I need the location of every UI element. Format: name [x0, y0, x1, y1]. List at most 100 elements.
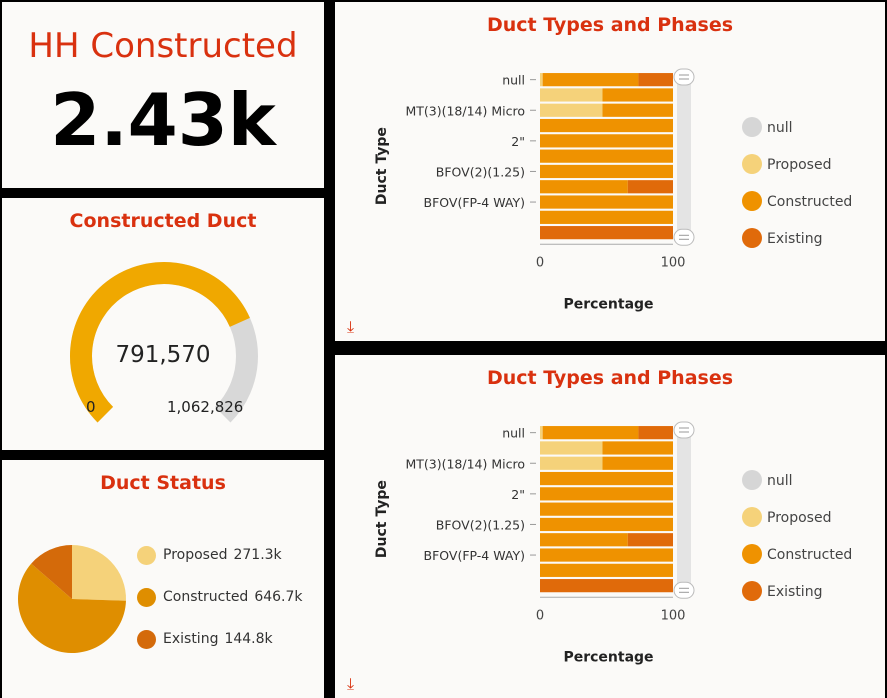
legend-swatch[interactable]: [742, 470, 762, 490]
duct-types-panel: Duct Types and Phases null MT(3)(18/14) M…: [335, 2, 885, 341]
bar-segment-proposed[interactable]: [540, 73, 543, 87]
x-tick-label: 0: [536, 255, 544, 270]
gauge-fill: [70, 262, 250, 423]
gauge-chart: [70, 262, 258, 423]
bar-segment-constructed[interactable]: [540, 548, 673, 562]
legend-label[interactable]: Constructed: [767, 547, 852, 563]
bar-segment-constructed[interactable]: [542, 73, 639, 87]
bar-segment-constructed[interactable]: [602, 88, 673, 102]
category-tick-label: null: [502, 73, 525, 88]
legend-label[interactable]: null: [767, 473, 793, 489]
bar-segment-constructed[interactable]: [540, 533, 628, 547]
y-axis-title: Duct Type: [374, 127, 390, 205]
bar-segment-constructed[interactable]: [542, 426, 639, 440]
download-icon[interactable]: ⤓: [347, 317, 355, 336]
category-tick-label: MT(3)(18/14) Micro: [405, 456, 525, 471]
bar-segment-existing[interactable]: [638, 426, 673, 440]
pie-slice-existing[interactable]: [31, 545, 73, 599]
x-tick-label: 100: [661, 608, 686, 623]
bar-segment-constructed[interactable]: [602, 103, 673, 117]
bar-segment-existing[interactable]: [627, 533, 673, 547]
bar-segment-constructed[interactable]: [540, 164, 673, 179]
legend-swatch: [137, 629, 156, 649]
legend-swatch[interactable]: [742, 154, 762, 174]
legend-label[interactable]: null: [767, 120, 793, 136]
duct-types-title: Duct Types and Phases: [486, 367, 734, 389]
legend-item-constructed[interactable]: Constructed 646.7k: [137, 587, 303, 607]
gauge-panel: Constructed Duct 791,570 0 1,062,826: [2, 198, 324, 450]
legend-value: 144.8k: [224, 631, 273, 647]
bar-segment-constructed[interactable]: [602, 456, 673, 470]
scrollbar-handle[interactable]: [673, 581, 695, 599]
bar-segment-constructed[interactable]: [540, 195, 673, 209]
legend-item-proposed[interactable]: Proposed 271.3k: [137, 545, 282, 565]
pie-slice-constructed[interactable]: [17, 563, 126, 653]
category-tick-label: BFOV(FP-4 WAY): [424, 195, 525, 210]
kpi-panel: HH Constructed 2.43k: [2, 2, 324, 188]
bar-segment-constructed[interactable]: [540, 517, 673, 532]
bar-segment-proposed[interactable]: [540, 103, 603, 117]
bar-segment-existing[interactable]: [540, 579, 673, 593]
scrollbar-handle[interactable]: [673, 421, 695, 439]
legend-swatch[interactable]: [742, 191, 762, 211]
bar-segment-proposed[interactable]: [540, 441, 603, 455]
bar-segment-constructed[interactable]: [540, 118, 673, 133]
bar-segment-constructed[interactable]: [540, 502, 673, 516]
bar-segment-constructed[interactable]: [540, 134, 673, 148]
legend-swatch: [137, 545, 156, 565]
scrollbar-track[interactable]: [677, 422, 691, 597]
duct-types-chart: null MT(3)(18/14) Micro 2" BFOV(2)(1.25) BFO…: [374, 421, 852, 665]
legend-label: Proposed: [163, 547, 228, 563]
legend-swatch[interactable]: [742, 544, 762, 564]
bar-segment-proposed[interactable]: [540, 456, 603, 470]
gauge-max-label: 1,062,826: [167, 398, 244, 416]
legend-swatch[interactable]: [742, 507, 762, 527]
x-axis-title: Percentage: [563, 649, 653, 665]
legend-label[interactable]: Proposed: [767, 510, 831, 526]
status-pie-chart: [17, 545, 126, 653]
scrollbar-handle[interactable]: [673, 228, 695, 246]
bar-segment-constructed[interactable]: [540, 180, 628, 194]
bar-segment-constructed[interactable]: [540, 471, 673, 486]
x-axis-title: Percentage: [563, 296, 653, 312]
bar-segment-constructed[interactable]: [540, 487, 673, 501]
category-tick-label: BFOV(2)(1.25): [436, 164, 525, 179]
bar-segment-existing[interactable]: [638, 73, 673, 87]
scrollbar-handle[interactable]: [673, 68, 695, 86]
bar-segment-proposed[interactable]: [540, 426, 543, 440]
category-tick-label: 2": [511, 134, 525, 149]
legend-item-existing[interactable]: Existing 144.8k: [137, 629, 273, 649]
legend-label[interactable]: Existing: [767, 584, 822, 600]
legend-swatch[interactable]: [742, 117, 762, 137]
scrollbar-track[interactable]: [677, 69, 691, 244]
download-icon[interactable]: ⤓: [347, 674, 355, 693]
status-title: Duct Status: [100, 472, 226, 494]
legend-swatch: [137, 587, 156, 607]
gauge-value: 791,570: [115, 342, 211, 368]
legend-swatch[interactable]: [742, 228, 762, 248]
bar-segment-constructed[interactable]: [540, 563, 673, 577]
bar-segment-proposed[interactable]: [540, 88, 603, 102]
legend-value: 646.7k: [254, 589, 303, 605]
bar-segment-existing[interactable]: [540, 226, 673, 240]
legend-label[interactable]: Proposed: [767, 157, 831, 173]
legend-swatch[interactable]: [742, 581, 762, 601]
duct-types-title: Duct Types and Phases: [486, 14, 734, 36]
legend-label[interactable]: Existing: [767, 231, 822, 247]
bar-segment-constructed[interactable]: [602, 441, 673, 455]
gauge-min-label: 0: [86, 398, 96, 416]
legend-value: 271.3k: [233, 547, 282, 563]
bar-segment-constructed[interactable]: [540, 210, 673, 224]
bar-segment-constructed[interactable]: [540, 149, 673, 163]
category-tick-label: 2": [511, 487, 525, 502]
kpi-value: 2.43k: [50, 78, 276, 162]
category-tick-label: MT(3)(18/14) Micro: [405, 103, 525, 118]
duct-types-chart: null MT(3)(18/14) Micro 2" BFOV(2)(1.25) BFO…: [374, 68, 852, 312]
pie-slice-proposed[interactable]: [72, 545, 126, 601]
legend-label[interactable]: Constructed: [767, 194, 852, 210]
category-tick-label: BFOV(FP-4 WAY): [424, 548, 525, 563]
bar-segment-existing[interactable]: [627, 180, 673, 194]
category-tick-label: null: [502, 426, 525, 441]
legend-label: Existing: [163, 631, 219, 647]
kpi-title: HH Constructed: [28, 26, 298, 66]
